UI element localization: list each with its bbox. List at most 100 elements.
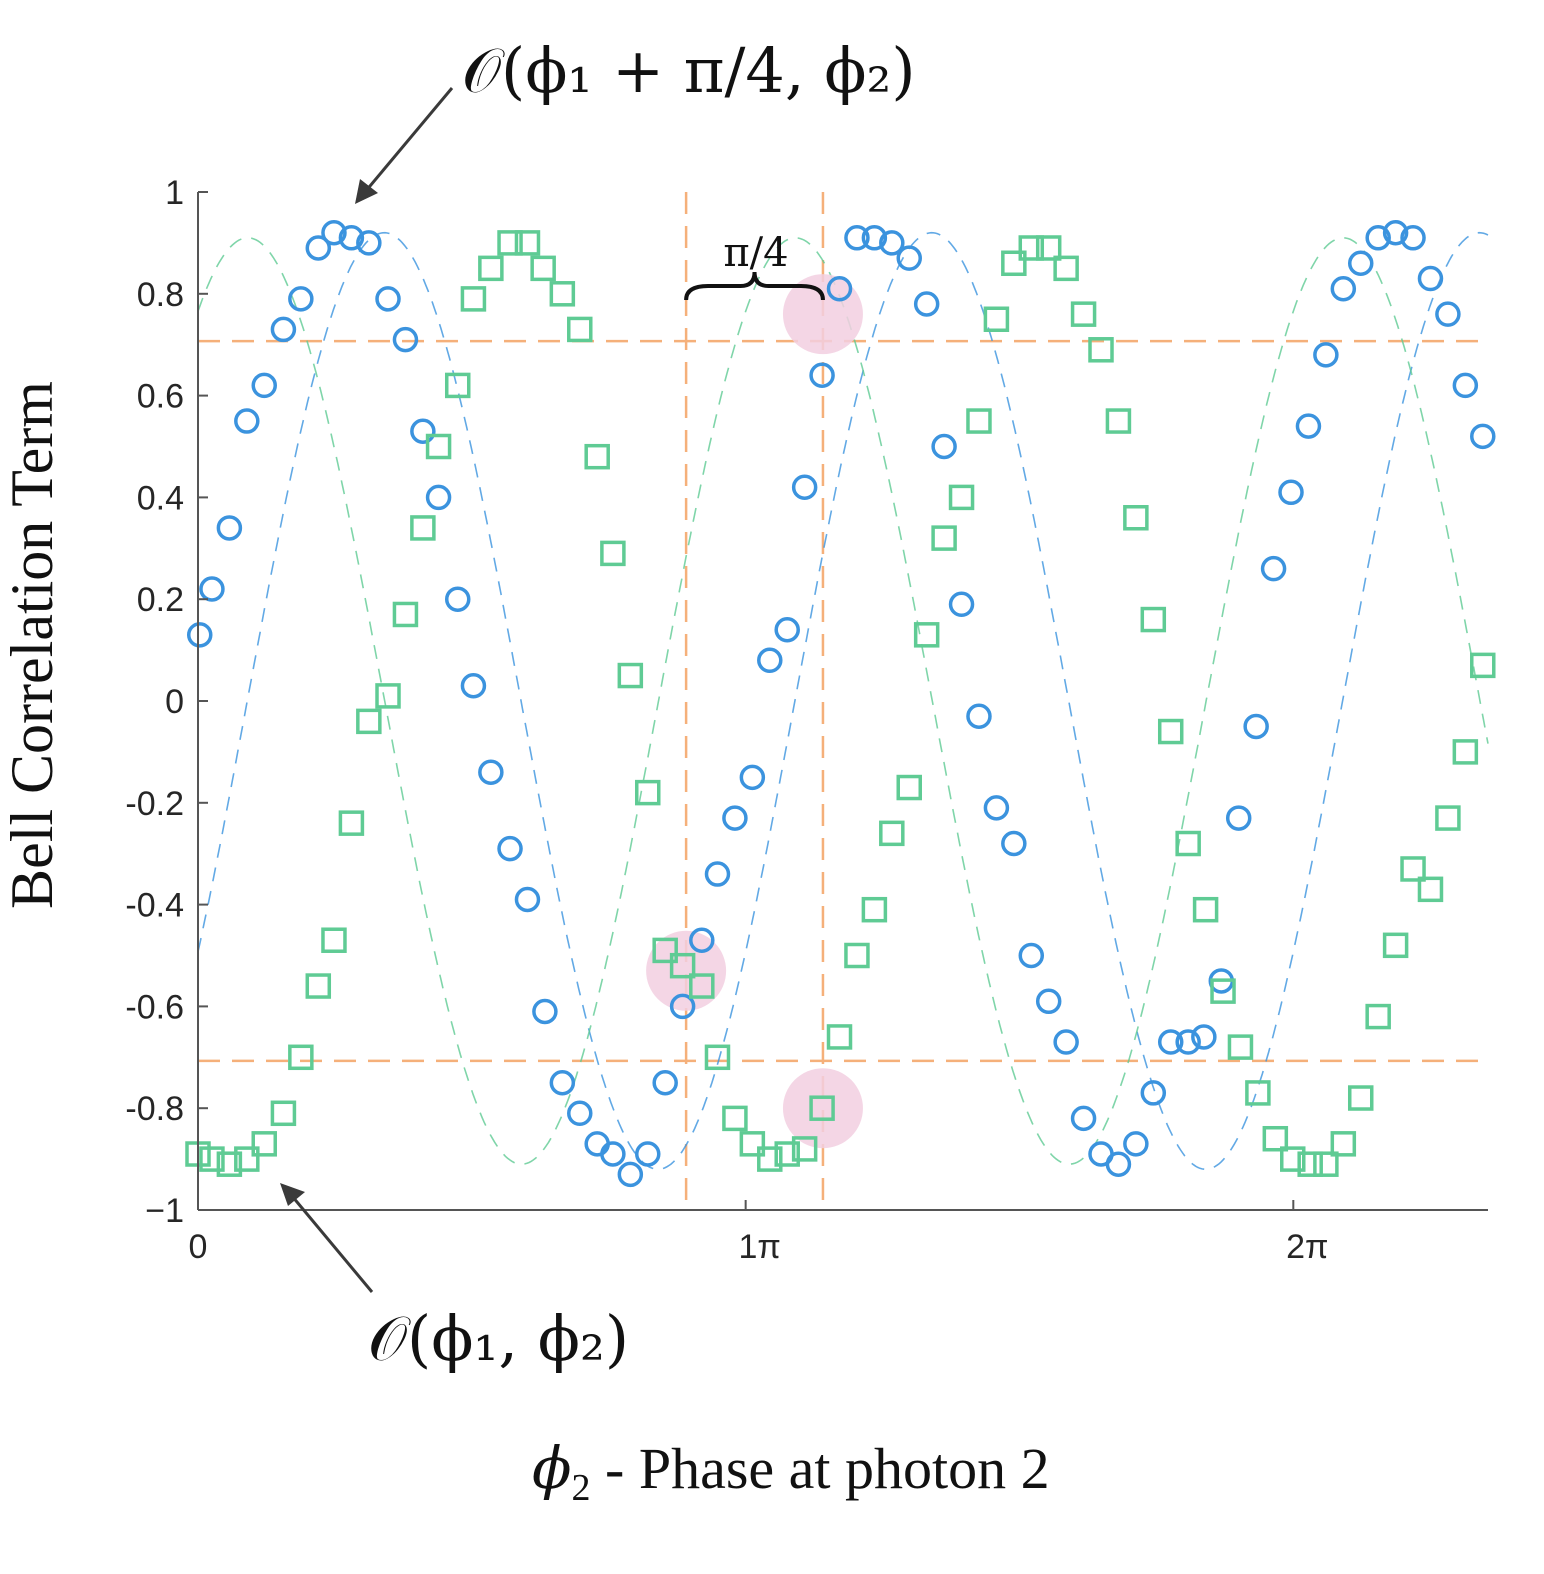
point-circle-0 bbox=[186, 622, 213, 648]
point-square-33 bbox=[757, 1146, 783, 1172]
point-circle-54 bbox=[1123, 1131, 1149, 1157]
point-circle-37 bbox=[826, 275, 853, 302]
point-square-11 bbox=[375, 683, 401, 709]
point-circle-14 bbox=[425, 484, 452, 511]
point-circle-44 bbox=[948, 591, 975, 618]
point-circle-10 bbox=[356, 230, 382, 256]
point-square-73 bbox=[1452, 739, 1479, 765]
point-circle-51 bbox=[1070, 1105, 1097, 1132]
point-square-7 bbox=[305, 973, 332, 999]
point-circle-57 bbox=[1175, 1029, 1201, 1055]
point-square-62 bbox=[1262, 1125, 1289, 1152]
point-square-32 bbox=[739, 1131, 766, 1157]
point-square-65 bbox=[1313, 1151, 1339, 1177]
y-tick-label-3: 0.4 bbox=[137, 479, 184, 517]
point-circle-29 bbox=[689, 927, 715, 953]
point-circle-20 bbox=[532, 998, 558, 1025]
point-square-1 bbox=[199, 1146, 225, 1172]
point-square-10 bbox=[356, 708, 382, 735]
y-tick-label-5: 0 bbox=[165, 683, 184, 721]
point-square-26 bbox=[635, 779, 661, 806]
point-circle-62 bbox=[1260, 555, 1287, 582]
point-circle-9 bbox=[338, 225, 365, 251]
point-square-49 bbox=[1035, 235, 1062, 261]
point-circle-50 bbox=[1053, 1029, 1079, 1055]
point-square-25 bbox=[617, 662, 644, 689]
point-square-16 bbox=[460, 286, 487, 312]
x-axis-label-symbol: ϕ bbox=[532, 1434, 572, 1502]
point-circle-2 bbox=[216, 515, 243, 541]
point-circle-6 bbox=[288, 286, 314, 312]
point-square-58 bbox=[1192, 896, 1219, 923]
point-square-29 bbox=[689, 973, 715, 999]
point-square-31 bbox=[722, 1105, 748, 1132]
annotation-arrow-top bbox=[355, 87, 454, 204]
point-circle-53 bbox=[1105, 1151, 1132, 1177]
point-circle-13 bbox=[410, 418, 436, 444]
point-circle-38 bbox=[844, 225, 870, 251]
point-square-41 bbox=[896, 774, 922, 801]
point-circle-66 bbox=[1330, 275, 1357, 302]
point-circle-3 bbox=[234, 408, 260, 434]
point-circle-60 bbox=[1225, 805, 1252, 831]
point-square-64 bbox=[1297, 1151, 1323, 1177]
y-tick-label-1: 0.8 bbox=[137, 276, 184, 314]
x-tick-label-0: 0 bbox=[189, 1228, 208, 1266]
y-tick-label-2: 0.6 bbox=[137, 378, 184, 416]
point-square-6 bbox=[288, 1044, 314, 1071]
point-square-51 bbox=[1070, 301, 1097, 327]
x-tick-label-1: 1π bbox=[738, 1228, 780, 1266]
point-square-69 bbox=[1382, 932, 1409, 959]
point-circle-40 bbox=[879, 230, 905, 256]
point-circle-47 bbox=[1001, 830, 1027, 857]
data-points bbox=[185, 219, 1496, 1188]
point-square-70 bbox=[1400, 856, 1426, 882]
point-circle-15 bbox=[444, 586, 471, 612]
point-circle-73 bbox=[1452, 372, 1479, 399]
point-circle-31 bbox=[722, 805, 748, 831]
point-square-74 bbox=[1470, 652, 1496, 679]
pi-over-4-brace bbox=[684, 271, 825, 301]
point-circle-55 bbox=[1140, 1080, 1167, 1106]
point-circle-1 bbox=[199, 576, 225, 602]
x-tick-label-2: 2π bbox=[1286, 1228, 1328, 1266]
x-axis-label: ϕ2 - Phase at photon 2 bbox=[532, 1434, 1050, 1509]
reference-lines bbox=[198, 192, 1488, 1210]
point-circle-32 bbox=[739, 764, 766, 791]
point-square-61 bbox=[1245, 1080, 1271, 1106]
point-square-27 bbox=[652, 937, 678, 964]
point-circle-7 bbox=[305, 235, 332, 261]
point-circle-39 bbox=[861, 225, 888, 251]
point-circle-11 bbox=[375, 286, 401, 312]
point-square-20 bbox=[530, 255, 556, 282]
point-circle-43 bbox=[931, 433, 957, 460]
point-circle-58 bbox=[1191, 1024, 1217, 1050]
point-square-43 bbox=[931, 525, 957, 551]
point-circle-5 bbox=[270, 316, 297, 343]
point-square-12 bbox=[392, 601, 419, 628]
point-circle-42 bbox=[913, 291, 940, 317]
point-square-17 bbox=[478, 255, 504, 282]
point-circle-4 bbox=[251, 372, 277, 399]
point-circle-35 bbox=[791, 474, 818, 500]
point-square-24 bbox=[600, 540, 626, 567]
y-tick-label-10: −1 bbox=[145, 1192, 184, 1230]
point-circle-69 bbox=[1382, 219, 1409, 246]
point-square-52 bbox=[1088, 337, 1114, 363]
point-square-36 bbox=[809, 1095, 835, 1121]
x-axis-label-text: - Phase at photon 2 bbox=[591, 1436, 1050, 1501]
point-square-8 bbox=[321, 927, 347, 953]
point-square-71 bbox=[1417, 876, 1444, 903]
point-circle-19 bbox=[514, 886, 541, 913]
point-circle-33 bbox=[757, 647, 783, 674]
point-square-18 bbox=[497, 230, 523, 256]
point-square-30 bbox=[704, 1044, 731, 1071]
point-circle-17 bbox=[478, 759, 504, 786]
point-circle-67 bbox=[1347, 250, 1374, 277]
y-tick-label-9: -0.8 bbox=[125, 1090, 184, 1128]
point-circle-45 bbox=[966, 703, 992, 730]
point-square-66 bbox=[1330, 1131, 1357, 1157]
fit-curve-0 bbox=[197, 231, 1489, 1171]
brace-label: π/4 bbox=[723, 230, 788, 276]
point-circle-18 bbox=[497, 835, 523, 862]
